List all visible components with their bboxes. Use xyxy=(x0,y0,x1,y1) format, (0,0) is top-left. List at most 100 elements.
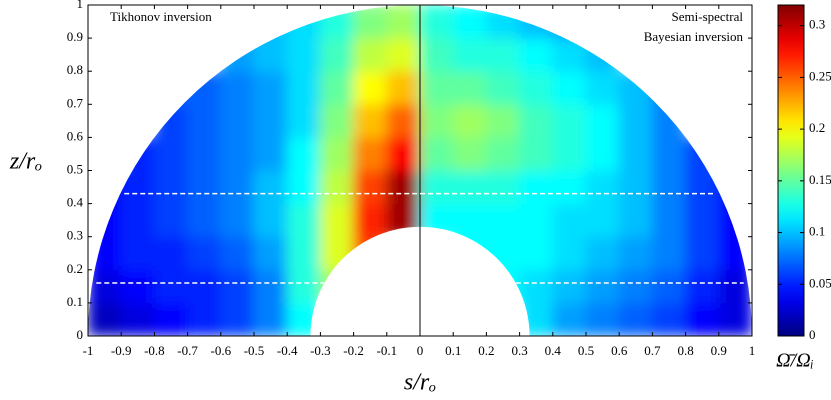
y-tick-label: 1 xyxy=(77,0,84,11)
heat-cell xyxy=(286,302,321,336)
heat-cell xyxy=(452,37,487,72)
heat-cell xyxy=(519,170,554,205)
heat-cell xyxy=(286,269,321,304)
heat-cell xyxy=(519,70,554,105)
heat-cell xyxy=(319,136,355,171)
heat-cell xyxy=(120,136,155,171)
heat-cell xyxy=(319,269,355,304)
heat-cell xyxy=(651,203,687,238)
heat-cell xyxy=(220,269,255,304)
heat-cell xyxy=(618,170,653,205)
colorbar-tick-label: 0.05 xyxy=(809,275,831,290)
colorbar-tick-label: 0.15 xyxy=(809,172,831,187)
x-axis-label: s/rₒ xyxy=(404,370,436,396)
heat-cell xyxy=(153,302,189,336)
heat-cell xyxy=(519,269,554,304)
heat-cell xyxy=(718,236,752,271)
heat-cell xyxy=(153,170,189,205)
annotation: Tikhonov inversion xyxy=(110,9,212,24)
heat-cell xyxy=(552,170,587,205)
heat-cell xyxy=(452,236,487,271)
heat-cell xyxy=(419,37,454,72)
heat-cell xyxy=(187,70,222,105)
colorbar-tick-label: 0.2 xyxy=(809,120,825,135)
heat-cell xyxy=(187,170,222,205)
heat-cell xyxy=(353,5,388,39)
heat-cell xyxy=(353,170,388,205)
heat-cell xyxy=(220,170,255,205)
heat-cell xyxy=(386,136,421,171)
heat-cell xyxy=(519,236,554,271)
heat-cell xyxy=(685,236,720,271)
heat-cell xyxy=(651,70,687,105)
heat-cell xyxy=(187,203,222,238)
heat-cell xyxy=(552,136,587,171)
heat-cell xyxy=(618,103,653,138)
x-tick-label: -0.9 xyxy=(111,343,132,358)
heat-cell xyxy=(253,170,288,205)
y-tick-label: 0.7 xyxy=(67,95,84,110)
x-tick-label: 1 xyxy=(749,343,756,358)
y-tick-label: 0.4 xyxy=(67,195,84,210)
x-tick-label: -0.8 xyxy=(144,343,165,358)
heat-cell xyxy=(253,203,288,238)
heat-cell xyxy=(286,136,321,171)
colorbar-tick-label: 0.1 xyxy=(809,224,825,239)
heat-cell xyxy=(452,5,487,39)
heat-cell xyxy=(552,103,587,138)
heat-cell xyxy=(419,203,454,238)
heat-cell xyxy=(253,302,288,336)
heat-cell xyxy=(485,5,521,39)
heat-cell xyxy=(319,170,355,205)
x-tick-label: 0.4 xyxy=(545,343,562,358)
heat-cell xyxy=(220,103,255,138)
y-tick-label: 0.5 xyxy=(67,161,83,176)
x-tick-label: -0.1 xyxy=(377,343,398,358)
heat-cell xyxy=(286,170,321,205)
heat-cell xyxy=(519,37,554,72)
heat-cell xyxy=(88,170,122,205)
heat-cell xyxy=(419,170,454,205)
heat-cell xyxy=(718,302,752,336)
x-tick-label: 0.1 xyxy=(445,343,461,358)
heat-cell xyxy=(618,302,653,336)
heat-cell xyxy=(120,203,155,238)
x-tick-label: 0.8 xyxy=(677,343,693,358)
heat-cell xyxy=(386,203,421,238)
heat-cell xyxy=(552,37,587,72)
heat-cell xyxy=(718,203,752,238)
heat-cell xyxy=(386,5,421,39)
heat-cell xyxy=(452,136,487,171)
x-tick-label: -0.2 xyxy=(343,343,364,358)
y-tick-label: 0.9 xyxy=(67,29,83,44)
heat-cell xyxy=(585,236,620,271)
heat-cell xyxy=(485,70,521,105)
heat-cell xyxy=(120,302,155,336)
heat-cell xyxy=(651,302,687,336)
heat-cell xyxy=(618,136,653,171)
heat-cell xyxy=(651,269,687,304)
heat-cell xyxy=(552,5,587,39)
heat-cell xyxy=(651,170,687,205)
colorbar-tick-label: 0.25 xyxy=(809,68,831,83)
heat-cell xyxy=(552,302,587,336)
x-tick-label: 0.6 xyxy=(611,343,628,358)
y-tick-label: 0.6 xyxy=(67,128,84,143)
heat-cell xyxy=(153,103,189,138)
heat-cell xyxy=(618,236,653,271)
heat-cell xyxy=(153,236,189,271)
heat-cell xyxy=(552,70,587,105)
heat-cell xyxy=(485,37,521,72)
heat-cell xyxy=(552,203,587,238)
x-tick-label: 0.5 xyxy=(578,343,594,358)
x-tick-label: -0.5 xyxy=(244,343,265,358)
heat-cell xyxy=(253,103,288,138)
x-tick-label: -1 xyxy=(83,343,94,358)
heat-cell xyxy=(353,70,388,105)
x-tick-label: -0.3 xyxy=(310,343,331,358)
heat-cell xyxy=(485,203,521,238)
heat-cell xyxy=(220,136,255,171)
colorbar-tick-label: 0.3 xyxy=(809,17,825,32)
heat-cell xyxy=(685,269,720,304)
heat-cell xyxy=(386,70,421,105)
